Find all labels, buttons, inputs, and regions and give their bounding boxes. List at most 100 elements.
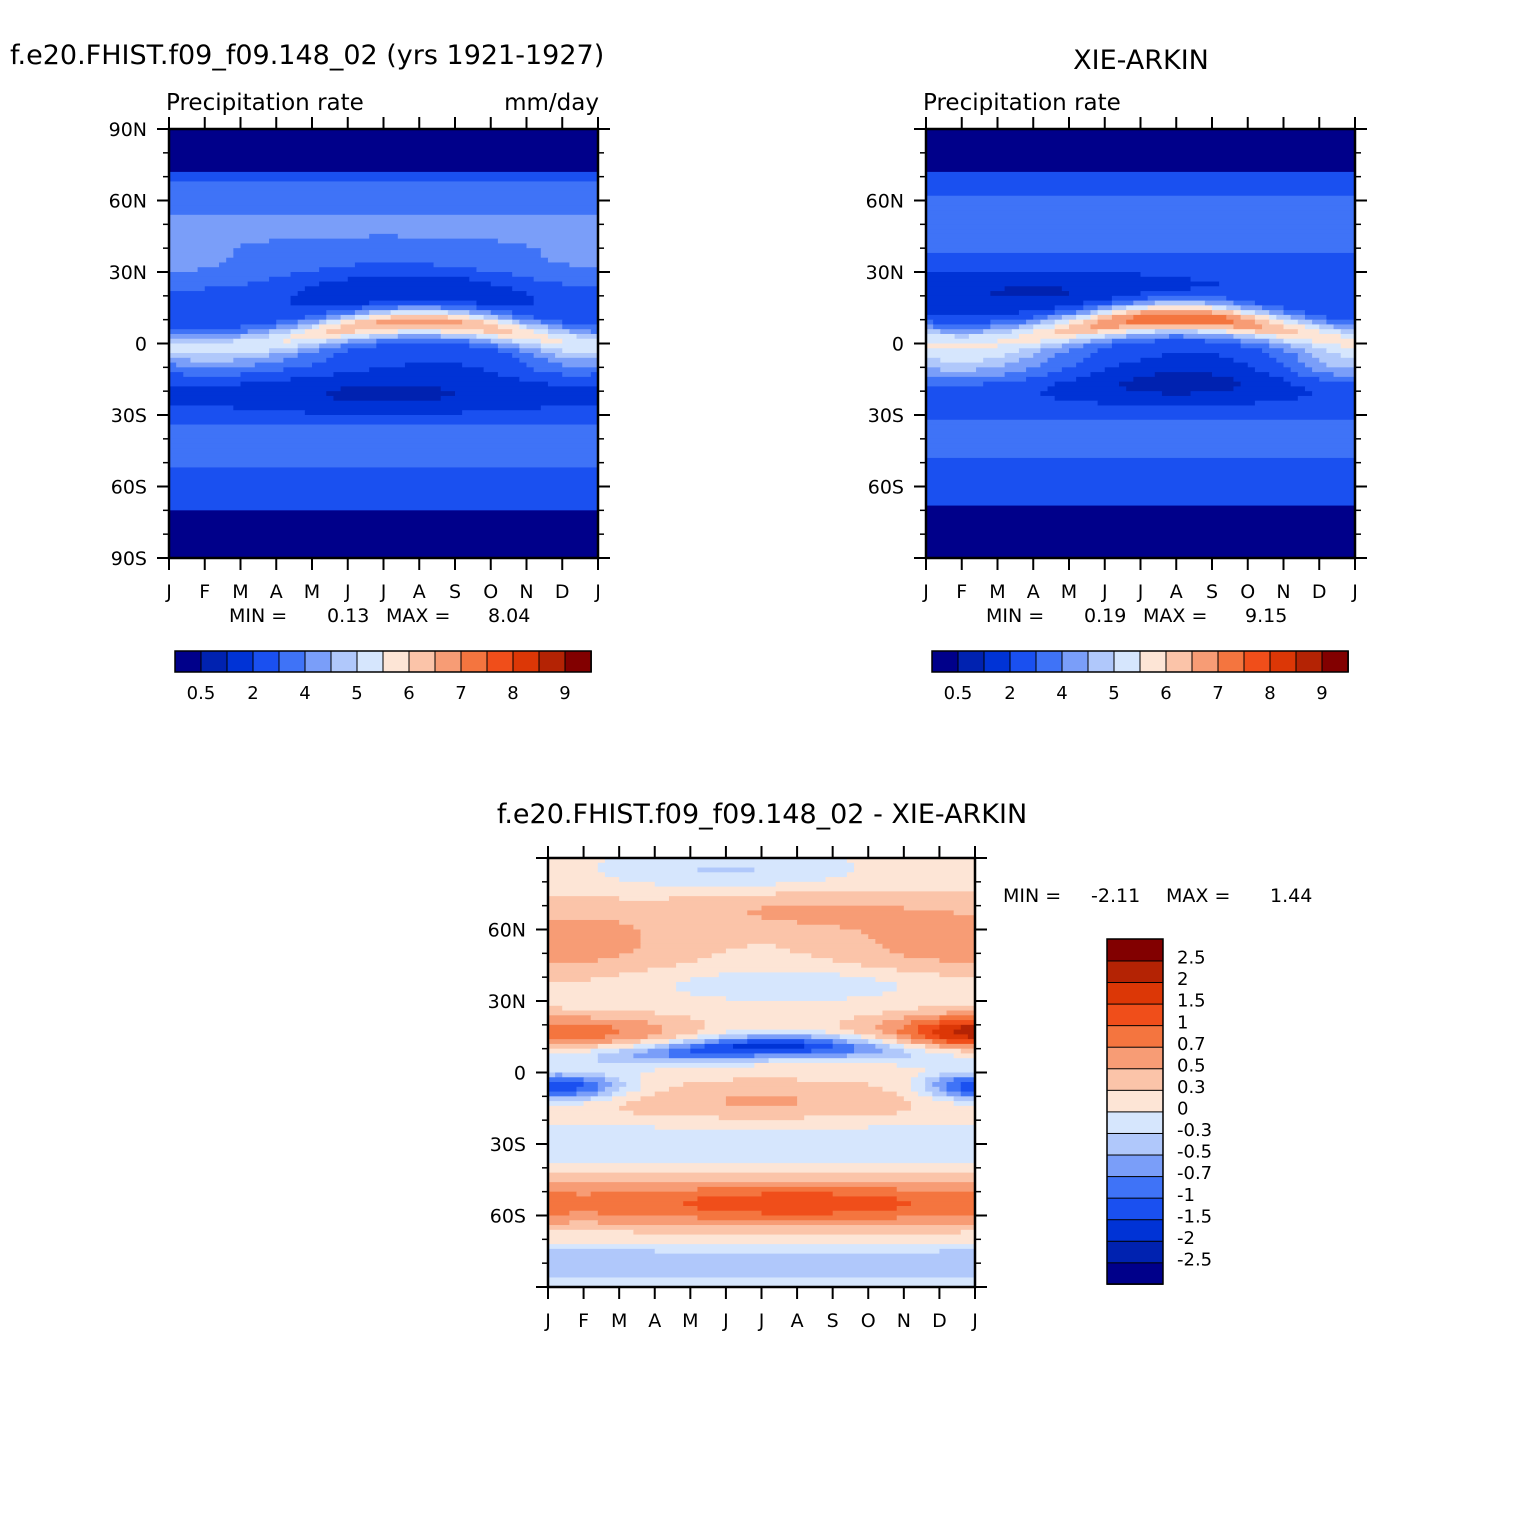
panel-diff-contour-cell bbox=[925, 1048, 962, 1055]
panel-diff-contour-cell bbox=[548, 900, 975, 907]
panel-diff-colorbar-label: 0.7 bbox=[1177, 1034, 1206, 1055]
panel-model-contour-cell bbox=[169, 214, 598, 221]
panel-obs-contour-cell bbox=[1283, 310, 1306, 316]
panel-obs-contour-cell bbox=[1004, 372, 1049, 378]
panel-diff-contour-cell bbox=[597, 1058, 770, 1064]
panel-model-contour-cell bbox=[169, 438, 598, 445]
panel-model-contour-cell bbox=[169, 319, 277, 326]
panel-model-contour-cell bbox=[290, 295, 535, 302]
panel-model-contour-cell bbox=[376, 343, 470, 349]
panel-diff-contour-cell bbox=[548, 1234, 975, 1240]
panel-obs-contour-cell bbox=[1140, 291, 1355, 297]
panel-diff-contour-cell bbox=[548, 948, 634, 954]
panel-obs-contour-cell bbox=[926, 496, 1355, 502]
panel-diff-contour-cell bbox=[775, 891, 975, 897]
panel-obs-contour-cell bbox=[1304, 310, 1355, 316]
panel-model-contour-cell bbox=[354, 319, 377, 326]
panel-diff-contour-cell bbox=[590, 1015, 691, 1021]
panel-diff-contour-cell bbox=[647, 1020, 706, 1026]
panel-diff-contour-cell bbox=[548, 924, 634, 931]
panel-diff-min-label: MIN = bbox=[1003, 885, 1061, 907]
panel-model-contour-cell bbox=[333, 372, 499, 378]
panel-obs-max-label: MAX = bbox=[1143, 605, 1207, 627]
panel-obs-contour-cell bbox=[926, 133, 1355, 140]
panel-obs-colorbar-box bbox=[1139, 650, 1167, 673]
panel-diff-colorbar-label: 0.5 bbox=[1177, 1055, 1206, 1076]
panel-model-contour-cell bbox=[497, 314, 513, 321]
panel-diff-contour-cell bbox=[804, 1115, 975, 1121]
panel-obs-contour-cell bbox=[1026, 319, 1041, 326]
panel-diff-contour-cell bbox=[889, 1043, 905, 1050]
panel-diff-contour-cell bbox=[548, 1039, 613, 1045]
panel-diff-colorbar-box bbox=[1106, 1003, 1164, 1027]
panel-obs-contour-cell bbox=[940, 357, 984, 364]
panel-diff-contour-cell bbox=[910, 1053, 955, 1059]
panel-obs-contour-cell bbox=[926, 210, 1355, 216]
panel-diff-contour-cell bbox=[548, 1043, 599, 1050]
panel-obs-contour-cell bbox=[1233, 319, 1256, 326]
panel-diff-x-tick-label: D bbox=[932, 1310, 947, 1332]
panel-diff-contour-cell bbox=[903, 953, 975, 959]
panel-model-colorbar-label: 8 bbox=[507, 683, 518, 704]
panel-diff-contour-cell bbox=[789, 948, 891, 954]
panel-model-contour-cell bbox=[483, 367, 535, 373]
panel-model-contour-cell bbox=[540, 252, 598, 259]
panel-diff-contour-cell bbox=[939, 972, 975, 978]
panel-model-contour-cell bbox=[304, 314, 327, 321]
panel-obs-contour-cell bbox=[1133, 300, 1156, 306]
panel-diff-contour-cell bbox=[832, 1039, 848, 1045]
panel-obs-contour-cell bbox=[983, 329, 1013, 335]
panel-obs-contour-cell bbox=[1204, 338, 1242, 345]
panel-diff-contour-cell bbox=[668, 896, 975, 902]
panel-obs-contour-cell bbox=[1076, 362, 1120, 368]
panel-diff-contour-cell bbox=[932, 1039, 948, 1045]
panel-diff-contour-cell bbox=[548, 1220, 570, 1226]
panel-model-contour-cell bbox=[540, 319, 563, 326]
panel-diff-contour-cell bbox=[768, 1058, 975, 1064]
panel-model-contour-cell bbox=[169, 496, 598, 502]
panel-model-contour-cell bbox=[319, 281, 492, 287]
panel-model-contour-cell bbox=[512, 272, 598, 278]
panel-model-contour-cell bbox=[312, 362, 406, 368]
panel-obs-contour-cell bbox=[926, 491, 1355, 497]
panel-obs-contour-cell bbox=[1018, 333, 1077, 340]
panel-model-contour-cell bbox=[254, 362, 313, 368]
panel-diff-contour-cell bbox=[583, 1077, 606, 1083]
panel-diff-contour-cell bbox=[654, 1124, 869, 1131]
panel-model-contour-cell bbox=[169, 291, 299, 297]
panel-obs-contour-cell bbox=[976, 367, 1027, 373]
panel-model-contour-cell bbox=[169, 219, 598, 225]
panel-obs-contour-cell bbox=[1340, 343, 1355, 349]
panel-diff-contour-cell bbox=[861, 962, 975, 969]
panel-diff-contour-cell bbox=[548, 977, 592, 983]
panel-obs-contour-cell bbox=[1297, 319, 1313, 326]
panel-obs-contour-cell bbox=[1119, 362, 1249, 368]
panel-model-contour-cell bbox=[169, 381, 242, 387]
panel-model-contour-cell bbox=[169, 400, 598, 407]
panel-obs-contour-cell bbox=[926, 500, 1355, 507]
panel-diff-contour-cell bbox=[932, 1029, 955, 1035]
panel-model-contour-cell bbox=[169, 543, 598, 550]
panel-obs-contour-cell bbox=[1226, 295, 1355, 302]
panel-model-contour-cell bbox=[169, 238, 270, 244]
panel-obs-x-tick-label: J bbox=[1101, 581, 1108, 603]
panel-obs-contour-cell bbox=[1276, 333, 1342, 340]
panel-diff-contour-cell bbox=[548, 981, 677, 988]
panel-diff-contour-cell bbox=[640, 1086, 670, 1093]
panel-obs-contour-cell bbox=[926, 186, 1355, 192]
panel-obs-contour-cell bbox=[1004, 353, 1034, 359]
panel-diff-contour-cell bbox=[690, 1048, 812, 1055]
panel-obs-contour-cell bbox=[1233, 386, 1306, 392]
panel-diff-contour-cell bbox=[640, 1072, 919, 1078]
panel-model-x-tick-label: J bbox=[344, 581, 351, 603]
panel-obs-contour-cell bbox=[1290, 343, 1313, 349]
panel-diff-contour-cell bbox=[896, 986, 975, 993]
panel-diff-colorbar-label: -1.5 bbox=[1177, 1206, 1212, 1227]
panel-obs-y-tick-label: 30S bbox=[868, 405, 904, 427]
panel-obs-contour-cell bbox=[1054, 324, 1070, 330]
panel-model-contour-cell bbox=[169, 548, 598, 554]
panel-obs-contour-cell bbox=[1097, 310, 1113, 316]
panel-obs-contour-cell bbox=[1090, 310, 1099, 316]
panel-obs-contour-cell bbox=[1054, 319, 1070, 326]
panel-diff-contour-cell bbox=[832, 1043, 855, 1050]
